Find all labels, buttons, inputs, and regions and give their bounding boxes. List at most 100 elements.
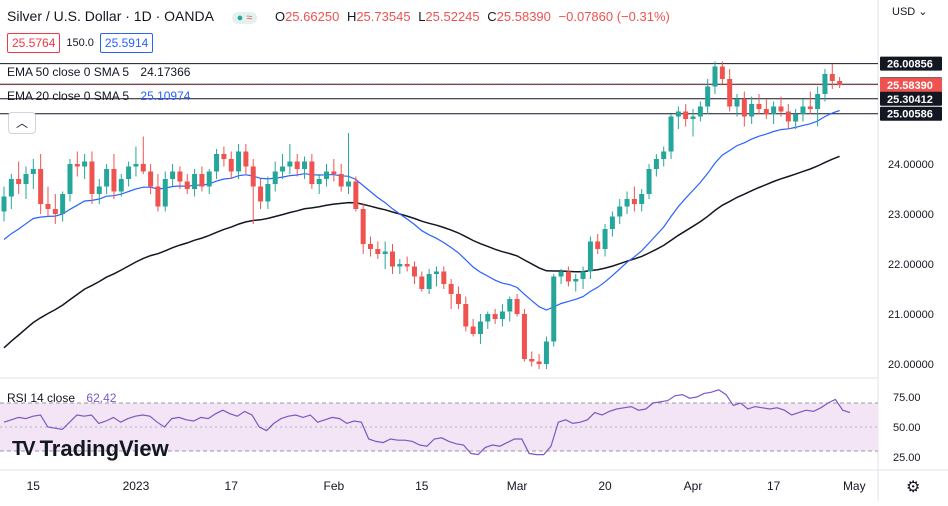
candle-body	[499, 311, 505, 319]
rsi-line	[3, 389, 851, 456]
candle-body	[536, 361, 542, 364]
price-tick-label: 23.00000	[888, 209, 934, 221]
candle-body	[543, 341, 549, 364]
ema20-value: 25.10974	[140, 89, 191, 103]
time-tick-label: Mar	[507, 479, 528, 493]
candle-body	[690, 116, 696, 119]
candle-body	[397, 264, 403, 267]
candle-body	[485, 314, 491, 322]
ema50-legend[interactable]: EMA 50 close 0 SMA 5 24.17366	[7, 65, 190, 79]
candle-body	[111, 169, 117, 192]
candle-body	[756, 104, 762, 109]
candle-body	[206, 171, 212, 187]
candle-body	[470, 326, 476, 334]
ema20-legend[interactable]: EMA 20 close 0 SMA 5 25.10974	[7, 89, 190, 103]
candle-body	[771, 106, 777, 114]
candle-body	[455, 294, 461, 304]
candle-body	[16, 179, 22, 184]
candle-body	[96, 186, 102, 194]
candle-body	[639, 194, 645, 204]
trade-buttons: 25.5764 150.0 25.5914	[7, 33, 154, 53]
candle-body	[448, 284, 454, 294]
candle-body	[712, 66, 718, 87]
rsi-label: RSI 14 close	[7, 391, 76, 405]
candle-body	[177, 171, 183, 182]
symbol-title[interactable]: Silver / U.S. Dollar · 1D · OANDA	[7, 8, 214, 24]
price-line-tag	[880, 106, 942, 121]
market-status-icon[interactable]: ● ≈	[231, 12, 258, 24]
candle-body	[375, 249, 381, 254]
candle-body	[389, 251, 395, 267]
ema50-line	[3, 155, 840, 349]
candle-body	[514, 299, 520, 314]
candle-body	[148, 171, 154, 187]
price-tick-label: 21.00000	[888, 309, 934, 321]
candle-body	[807, 106, 813, 109]
time-tick-label: Feb	[324, 479, 345, 493]
candle-body	[749, 104, 755, 117]
candle-body	[302, 161, 308, 169]
candle-body	[624, 199, 630, 207]
candle-body	[265, 184, 271, 202]
candle-body	[617, 206, 623, 217]
candle-body	[829, 74, 835, 81]
candle-body	[661, 151, 667, 159]
price-tick-label: 24.00000	[888, 159, 934, 171]
candle-body	[250, 166, 256, 187]
candle-body	[74, 164, 80, 167]
time-tick-label: Apr	[684, 479, 703, 493]
gear-icon[interactable]: ⚙	[906, 479, 921, 496]
candle-body	[609, 216, 615, 229]
candle-body	[67, 164, 73, 194]
candle-body	[565, 271, 571, 282]
candle-body	[368, 244, 373, 249]
candle-body	[734, 99, 740, 107]
candle-body	[162, 179, 168, 207]
candle-body	[309, 161, 315, 184]
candle-body	[228, 159, 234, 172]
open-value: 25.66250	[285, 9, 340, 24]
spread-value: 150.0	[66, 37, 94, 49]
low-value: 25.52245	[425, 9, 480, 24]
candle-body	[463, 304, 469, 327]
buy-button[interactable]: 25.5914	[99, 33, 154, 53]
close-label: C	[487, 9, 497, 24]
candle-body	[653, 159, 659, 169]
candle-body	[727, 79, 733, 107]
chevron-down-icon: ⌄	[918, 6, 928, 18]
candle-body	[60, 194, 66, 214]
rsi-tick-label: 75.00	[893, 392, 921, 404]
candle-body	[719, 66, 725, 79]
candle-body	[353, 181, 359, 209]
high-label: H	[346, 9, 357, 24]
high-value: 25.73545	[356, 9, 411, 24]
candle-body	[104, 169, 110, 187]
candle-body	[815, 94, 821, 109]
tradingview-logo-icon: TV	[12, 437, 36, 460]
logo-text: TradingView	[39, 436, 169, 461]
price-line-label: 25.30412	[887, 94, 933, 106]
collapse-legend-button[interactable]: ︿	[8, 112, 36, 134]
candle-body	[668, 116, 674, 152]
rsi-legend[interactable]: RSI 14 close 62.42	[7, 391, 116, 405]
candle-body	[324, 171, 330, 179]
currency-selector[interactable]: USD ⌄	[892, 5, 928, 18]
candle-body	[23, 174, 29, 184]
price-line-label: 26.00856	[887, 59, 933, 71]
candle-body	[837, 81, 843, 85]
candle-body	[683, 111, 689, 119]
time-tick-label: 20	[598, 479, 612, 493]
candle-body	[507, 299, 513, 312]
candle-body	[287, 161, 293, 167]
price-line-label: 25.00586	[887, 109, 933, 121]
candle-body	[778, 106, 784, 112]
candle-body	[580, 271, 586, 279]
candle-body	[631, 199, 637, 204]
sell-button[interactable]: 25.5764	[7, 33, 61, 53]
ema20-line	[3, 109, 840, 311]
candle-body	[45, 204, 51, 209]
candle-body	[52, 209, 58, 214]
price-line-label: 25.58390	[887, 80, 933, 92]
